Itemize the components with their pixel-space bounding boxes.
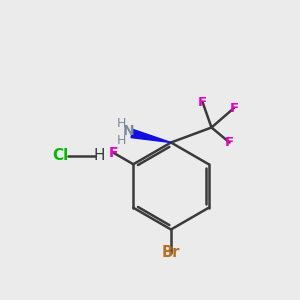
Text: N: N bbox=[123, 124, 134, 138]
Polygon shape bbox=[131, 129, 171, 142]
Text: H: H bbox=[93, 148, 105, 164]
Text: F: F bbox=[225, 136, 234, 149]
Text: Cl: Cl bbox=[52, 148, 68, 164]
Text: F: F bbox=[198, 95, 207, 109]
Text: F: F bbox=[230, 101, 238, 115]
Text: H: H bbox=[117, 117, 127, 130]
Text: F: F bbox=[109, 146, 119, 160]
Text: Br: Br bbox=[162, 245, 180, 260]
Text: H: H bbox=[117, 134, 127, 147]
